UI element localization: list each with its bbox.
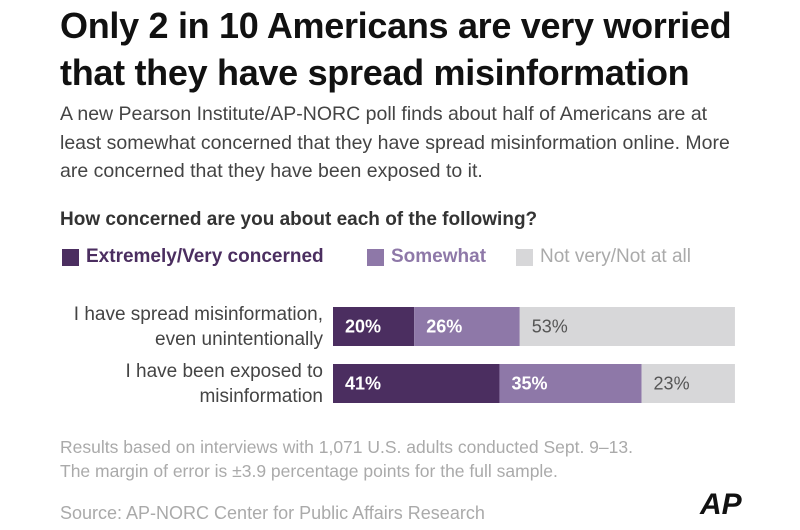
value-label: 53% <box>532 316 568 336</box>
value-label: 35% <box>511 373 547 393</box>
note: Results based on interviews with 1,071 U… <box>60 437 633 457</box>
logo: AP <box>700 488 742 521</box>
bar <box>499 364 642 403</box>
category-label: I have spread misinformation, even unint… <box>73 304 323 350</box>
legend-entry: Extremely/Very concerned <box>62 246 324 268</box>
legend-label: Somewhat <box>391 246 487 267</box>
value-label: 23% <box>654 373 690 393</box>
question: How concerned are you about each of the … <box>60 209 538 230</box>
value-label: 20% <box>345 316 381 336</box>
legend-swatch <box>516 248 533 266</box>
bar <box>333 307 415 346</box>
legend-entry: Somewhat <box>367 246 486 268</box>
chart-title: Only 2 in 10 Americans are very worried … <box>60 5 732 93</box>
legend-entry: Not very/Not at all <box>516 246 691 268</box>
note: The margin of error is ±3.9 percentage p… <box>60 461 558 481</box>
legend-swatch <box>62 248 79 266</box>
value-label: 26% <box>426 316 462 336</box>
legend-swatch <box>367 248 384 266</box>
bar <box>414 307 520 346</box>
legend-label: Not very/Not at all <box>540 246 691 267</box>
value-label: 41% <box>345 373 381 393</box>
legend-label: Extremely/Very concerned <box>86 246 324 267</box>
bar <box>519 307 735 346</box>
chart-subtitle: A new Pearson Institute/AP-NORC poll fin… <box>60 103 730 182</box>
source: Source: AP-NORC Center for Public Affair… <box>60 503 485 523</box>
bar <box>333 364 500 403</box>
category-label: I have been exposed to misinformation <box>125 361 323 407</box>
bar <box>641 364 735 403</box>
